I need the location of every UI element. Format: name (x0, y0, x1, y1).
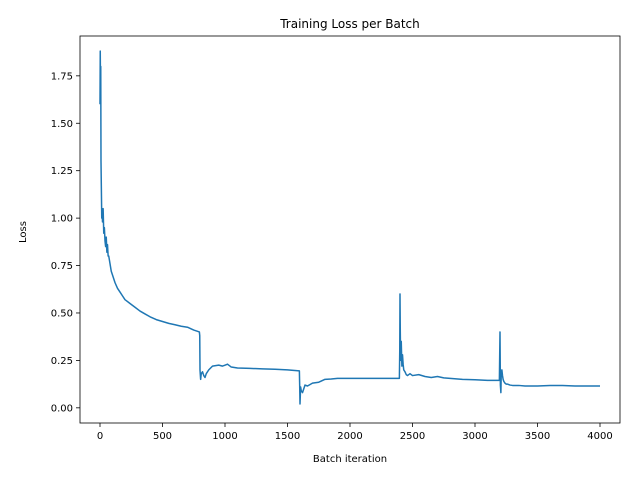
y-axis-label: Loss (18, 221, 29, 243)
x-tick-label: 2500 (400, 431, 425, 442)
x-tick-label: 3000 (462, 431, 487, 442)
x-tick-label: 1000 (212, 431, 237, 442)
y-tick-label: 0.00 (51, 403, 73, 414)
y-tick-label: 0.75 (51, 261, 73, 272)
plot-frame (79, 35, 621, 424)
axis-ticks: 0 500 1000 1500 2000 2500 3000 3500 4000 0.00 0.25… (51, 71, 613, 442)
x-tick-label: 4000 (587, 431, 612, 442)
loss-line-series-0 (99, 50, 600, 405)
y-tick-label: 1.00 (51, 214, 73, 225)
chart-title: Training Loss per Batch (279, 17, 420, 31)
y-tick-label: 0.50 (51, 308, 73, 319)
x-tick-label: 0 (97, 431, 103, 442)
y-tick-label: 0.25 (51, 356, 73, 367)
x-axis-label: Batch iteration (313, 454, 387, 465)
y-tick-label: 1.50 (51, 119, 73, 130)
x-tick-label: 1500 (275, 431, 300, 442)
y-tick-label: 1.25 (51, 166, 73, 177)
x-tick-label: 3500 (525, 431, 550, 442)
x-tick-label: 500 (153, 431, 172, 442)
plot-area (99, 50, 600, 405)
y-tick-label: 1.75 (51, 71, 73, 82)
x-tick-label: 2000 (337, 431, 362, 442)
